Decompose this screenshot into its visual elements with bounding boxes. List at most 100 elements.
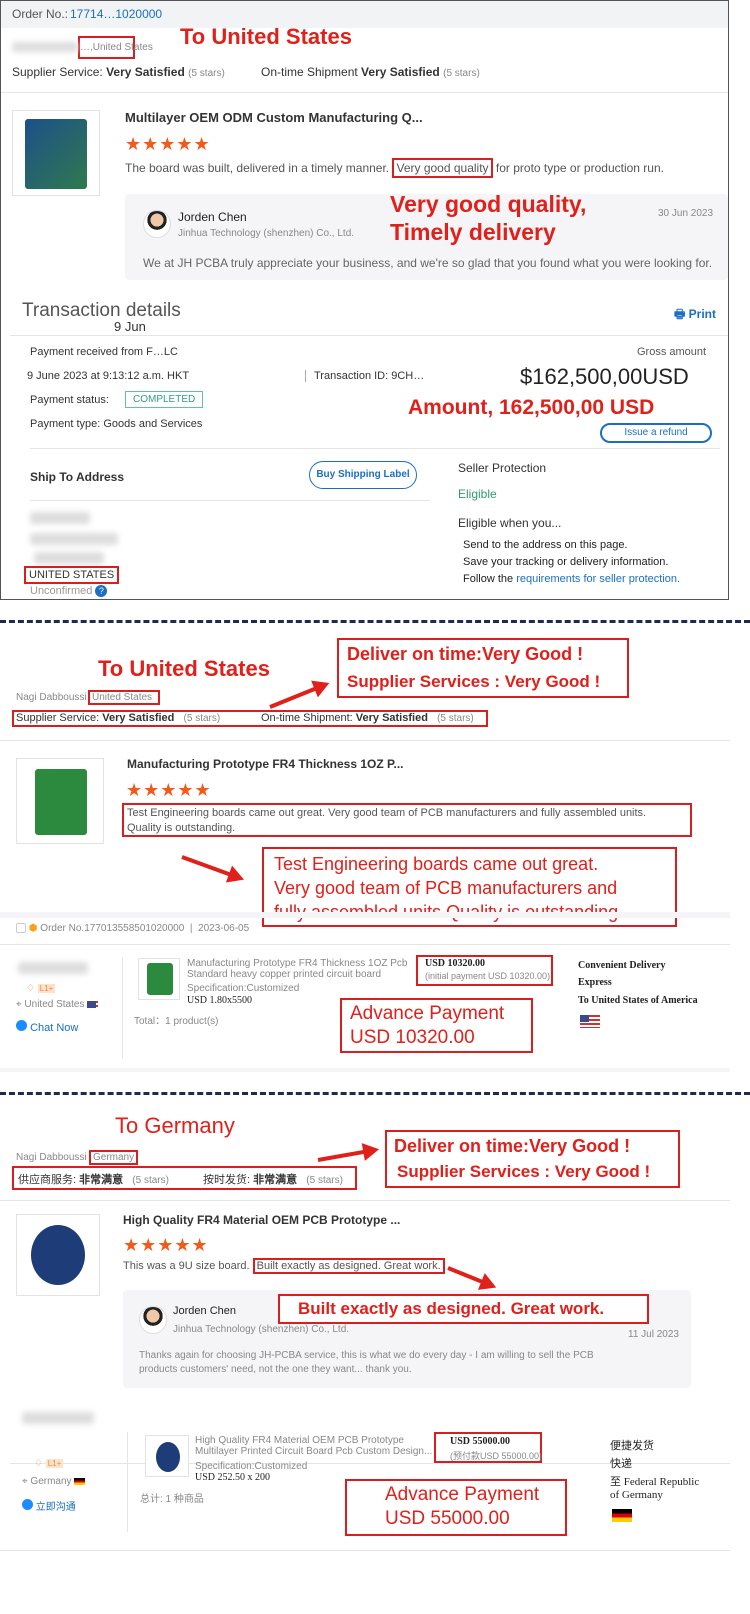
review-pre: The board was built, delivered in a time…: [125, 161, 390, 175]
location-label: Germany: [30, 1476, 72, 1487]
divider: [1, 92, 728, 93]
order-item-image[interactable]: [138, 958, 180, 1000]
review-pre: This was a 9U size board.: [123, 1260, 250, 1272]
item-title-1[interactable]: Manufacturing Prototype FR4 Thickness 1O…: [187, 958, 408, 969]
ship-to-heading: Ship To Address: [30, 470, 125, 484]
payment-datetime: 9 June 2023 at 9:13:12 a.m. HKT: [27, 370, 190, 382]
order-number[interactable]: Order No.177013558501020000: [40, 923, 185, 934]
reply-line1: Thanks again for choosing JH-PCBA servic…: [139, 1350, 594, 1361]
status-label: Payment status:: [30, 394, 109, 406]
overlay-to-united-states: To United States: [180, 24, 352, 49]
avatar: [143, 210, 171, 238]
us-flag-icon: [580, 1015, 600, 1029]
blurred-buyer: [18, 962, 88, 974]
buyer-location: ⌖ Germany: [22, 1476, 86, 1487]
item-title-1[interactable]: High Quality FR4 Material OEM PCB Protot…: [195, 1435, 404, 1446]
divider: [127, 1432, 128, 1532]
arrow-icon: [447, 1266, 494, 1288]
overlay-to-united-states: To United States: [98, 656, 270, 681]
paypal-order-panel: [0, 0, 729, 600]
rating-line: Supplier Service: Very Satisfied (5 star…: [12, 65, 225, 79]
product-title[interactable]: Manufacturing Prototype FR4 Thickness 1O…: [127, 757, 404, 771]
ontime-value: 非常满意: [253, 1174, 298, 1186]
ontime-stars: (5 stars): [443, 68, 480, 79]
divider: [10, 335, 728, 336]
germany-flag-icon: [612, 1509, 632, 1522]
blurred-address: [30, 512, 90, 524]
review-highlight: [122, 803, 692, 837]
rating-stars: ★★★★★: [123, 1235, 209, 1255]
overlay-to-germany: To Germany: [115, 1113, 235, 1138]
buy-shipping-label-button[interactable]: Buy Shipping Label: [309, 461, 417, 489]
help-icon[interactable]: ?: [95, 585, 108, 597]
us-flag-icon: [87, 1000, 99, 1008]
refund-button[interactable]: Issue a refund: [600, 423, 712, 443]
product-image[interactable]: [16, 1214, 100, 1296]
rating-line: Supplier Service: Very Satisfied (5 star…: [16, 712, 220, 724]
req3-text: Follow the: [463, 573, 514, 585]
overlay-amount: Amount, 162,500,00 USD: [408, 396, 655, 419]
divider: [0, 1200, 730, 1201]
section-divider: [0, 620, 750, 623]
gross-label: Gross amount: [637, 346, 707, 358]
chat-now-button[interactable]: 立即沟通: [22, 1498, 76, 1513]
level-badge: ♢ L1+: [34, 1458, 64, 1469]
overlay-services: Supplier Services : Very Good !: [397, 1162, 651, 1181]
arrow-icon: [181, 855, 241, 881]
divider: [122, 958, 123, 1058]
reply-name: Jorden Chen: [178, 210, 247, 224]
seller-protection-link[interactable]: requirements for seller protection.: [516, 573, 681, 585]
reply-text: We at JH PCBA truly appreciate your busi…: [143, 256, 713, 270]
item-title-2[interactable]: Standard heavy copper printed circuit bo…: [187, 969, 382, 980]
item-title-2[interactable]: Multilayer Printed Circuit Board Pcb Cus…: [195, 1446, 433, 1457]
product-image[interactable]: [12, 110, 100, 196]
blurred-address: [34, 552, 104, 564]
unit-price: USD 252.50 x 200: [195, 1472, 271, 1483]
arrow-icon: [269, 682, 327, 709]
payment-from: Payment received from F…LC: [30, 346, 178, 358]
overlay-quality-line1: Very good quality,: [390, 191, 587, 217]
blurred-buyer: [22, 1412, 94, 1424]
reply-company: Jinhua Technology (shenzhen) Co., Ltd.: [178, 228, 355, 239]
section-divider: [0, 1092, 750, 1095]
product-image[interactable]: [16, 758, 104, 844]
level-label: L1+: [45, 1459, 64, 1468]
overlay-advance-box: [340, 998, 533, 1053]
rating-highlight: [12, 1166, 357, 1190]
supplier-service-value: Very Satisfied: [106, 65, 185, 79]
select-checkbox[interactable]: [16, 923, 26, 934]
reply-line2: products customers' need, not the one th…: [139, 1364, 412, 1375]
ontime-label: On-time Shipment: [261, 65, 358, 79]
product-title[interactable]: High Quality FR4 Material OEM PCB Protot…: [123, 1213, 401, 1227]
location-pin-icon: ⌖: [16, 999, 22, 1010]
product-title[interactable]: Multilayer OEM ODM Custom Manufacturing …: [125, 110, 423, 125]
overlay-advance-line1: Advance Payment: [385, 1484, 540, 1505]
item-spec: Specification:Customized: [187, 983, 300, 994]
supplier-stars: (5 stars): [132, 1175, 169, 1186]
review-highlight: Built exactly as designed. Great work.: [252, 1258, 445, 1274]
payment-type: Payment type: Goods and Services: [30, 418, 203, 430]
overlay-advance: Advance Payment USD 10320.00: [350, 1002, 504, 1050]
blurred-name: [12, 42, 78, 52]
overlay-quality: Very good quality, Timely delivery: [390, 190, 586, 246]
overlay-advance-line2: USD 55000.00: [385, 1508, 510, 1529]
order-number[interactable]: 17714…1020000: [70, 7, 163, 21]
item-spec: Specification:Customized: [195, 1461, 308, 1472]
chat-now-button[interactable]: Chat Now: [16, 1020, 78, 1034]
rating-stars: ★★★★★: [126, 780, 212, 800]
gross-amount: $162,500,00USD: [520, 364, 689, 389]
location-pin-icon: ⌖: [22, 1476, 28, 1487]
blurred-address: [30, 533, 118, 545]
order-date: 2023-06-05: [198, 923, 250, 934]
requirement-3: Follow the requirements for seller prote…: [463, 573, 680, 585]
rating-highlight: [12, 710, 488, 727]
review-line2: Quality is outstanding.: [127, 822, 236, 834]
buyer-name: Nagi Dabboussi: [16, 1152, 87, 1163]
review-text: The board was built, delivered in a time…: [125, 158, 664, 178]
order-item-image[interactable]: [145, 1435, 189, 1477]
ontime-label: 按时发货:: [203, 1174, 251, 1186]
address-country: UNITED STATES: [24, 566, 120, 584]
print-button[interactable]: 🖶 Print: [674, 305, 716, 326]
buyer-country: Germany: [89, 1150, 139, 1165]
delivery-1: Convenient Delivery: [578, 960, 666, 971]
